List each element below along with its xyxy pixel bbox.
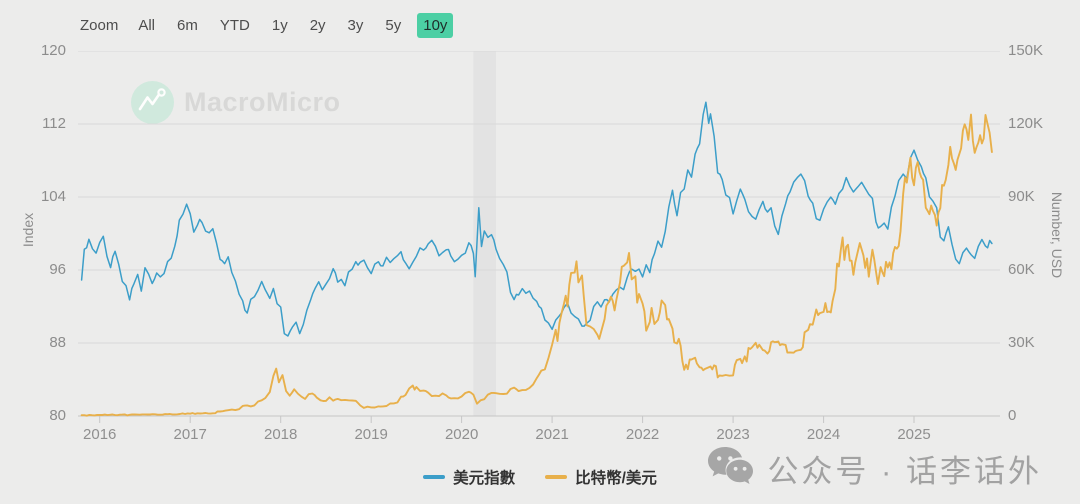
left-tick-label: 96 (49, 261, 66, 278)
recession-band (473, 51, 496, 416)
right-tick-label: 90K (1008, 188, 1035, 205)
plot-area (78, 51, 1000, 423)
x-axis-label-2019: 2019 (354, 426, 388, 443)
wechat-icon (705, 442, 757, 494)
right-tick-label: 60K (1008, 261, 1035, 278)
x-axis-label-2021: 2021 (535, 426, 569, 443)
x-axis-label-2024: 2024 (806, 426, 841, 443)
legend-marker-icon (545, 475, 568, 479)
zoom-buttons: All 6m YTD 1y 2y 3y 5y 10y (132, 13, 454, 38)
right-tick-label: 120K (1008, 115, 1044, 132)
zoom-label: Zoom (80, 17, 119, 34)
legend-item-1[interactable]: 比特幣/美元 (545, 466, 657, 488)
left-tick-label: 80 (49, 407, 66, 424)
footer-watermark-text: 公众号 · 话李话外 (767, 453, 1042, 489)
legend-marker-icon (423, 475, 446, 479)
left-tick-label: 112 (42, 115, 66, 132)
right-tick-label: 0 (1008, 407, 1017, 424)
right-axis-title: Number, USD (1049, 191, 1065, 279)
chart-legend: 美元指數 比特幣/美元 (0, 466, 1080, 488)
legend-label: 美元指數 (453, 470, 516, 487)
x-axis-label-2017: 2017 (173, 426, 207, 443)
series-line-0[interactable] (80, 101, 993, 337)
legend-label: 比特幣/美元 (575, 470, 657, 487)
x-axis-label-2025: 2025 (897, 426, 931, 443)
zoom-toolbar: Zoom All 6m YTD 1y 2y 3y 5y 10y (80, 13, 454, 38)
zoom-button-1y[interactable]: 1y (266, 13, 294, 38)
x-axis-label-2020: 2020 (444, 426, 479, 443)
zoom-button-10y[interactable]: 10y (417, 13, 454, 38)
x-axis-label-2018: 2018 (263, 426, 298, 443)
brand-text: MacroMicro (184, 87, 341, 117)
left-tick-label: 88 (49, 334, 66, 351)
x-axis-label-2022: 2022 (625, 426, 660, 443)
left-axis-title: Index (20, 212, 36, 248)
x-axis-label-2016: 2016 (83, 426, 117, 443)
left-tick-label: 120 (40, 42, 66, 59)
zoom-button-3y[interactable]: 3y (342, 13, 370, 38)
zoom-button-2y[interactable]: 2y (304, 13, 332, 38)
series-line-1[interactable] (80, 113, 993, 417)
zoom-button-5y[interactable]: 5y (379, 13, 407, 38)
legend-item-0[interactable]: 美元指數 (423, 466, 515, 488)
macromicro-logo-icon (131, 81, 174, 124)
right-tick-label: 30K (1008, 334, 1035, 351)
zoom-button-ytd[interactable]: YTD (214, 13, 256, 38)
x-axis-label-2023: 2023 (716, 426, 750, 443)
footer-watermark: 公众号 · 话李话外 (705, 442, 1042, 494)
left-tick-label: 104 (40, 188, 66, 205)
zoom-button-all[interactable]: All (132, 13, 161, 38)
zoom-button-6m[interactable]: 6m (171, 13, 204, 38)
right-tick-label: 150K (1008, 42, 1044, 59)
brand-watermark: MacroMicro (131, 81, 341, 124)
